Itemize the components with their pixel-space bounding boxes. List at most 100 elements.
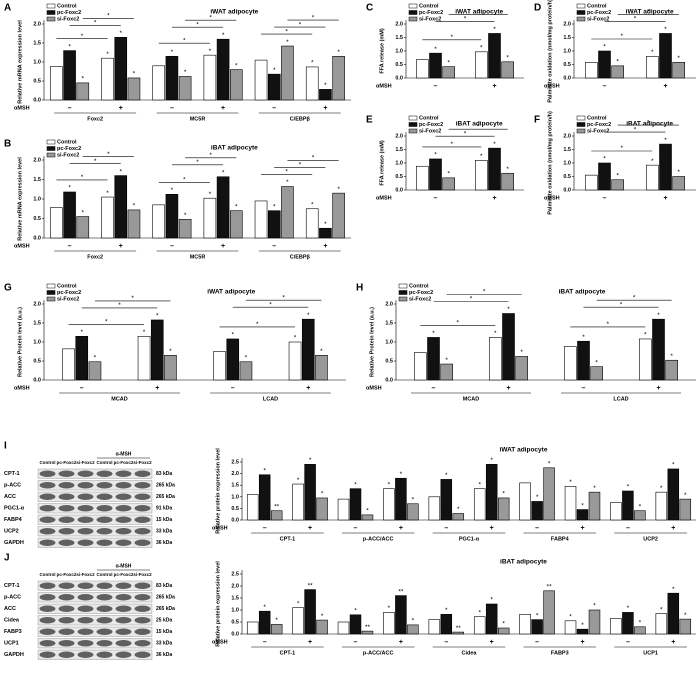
bar xyxy=(292,607,304,635)
x-tick-label: + xyxy=(306,385,310,392)
legend-swatch xyxy=(46,290,56,295)
lane-label: Control xyxy=(40,572,56,577)
lane-label: pc-Foxc2 xyxy=(57,572,77,577)
blot-band xyxy=(58,594,75,601)
blot-band xyxy=(58,470,75,477)
significance: * xyxy=(684,612,687,619)
y-tick-label: 1.0 xyxy=(33,196,41,202)
bar xyxy=(442,177,456,191)
legend-label: Control xyxy=(57,3,77,9)
significance: * xyxy=(388,605,391,612)
bar xyxy=(292,483,304,521)
bar xyxy=(672,62,686,79)
blot-band xyxy=(77,493,94,500)
x-tick-label: + xyxy=(656,385,660,392)
bar xyxy=(76,82,90,101)
x-tick-label: – xyxy=(432,385,436,392)
bar xyxy=(501,61,515,79)
significance: * xyxy=(445,607,448,614)
significance: * xyxy=(639,620,642,627)
bar xyxy=(519,482,531,521)
comparison-label: * xyxy=(621,33,624,40)
significance: * xyxy=(651,158,654,165)
bar xyxy=(488,33,501,79)
bar xyxy=(361,514,374,521)
bar xyxy=(488,337,502,381)
significance: * xyxy=(184,212,187,219)
significance: * xyxy=(171,49,174,56)
significance: * xyxy=(106,190,109,197)
legend-swatch xyxy=(408,122,418,127)
bar xyxy=(267,210,281,239)
group-label: LCAD xyxy=(263,396,278,402)
blot-band xyxy=(77,605,94,612)
y-tick-label: 1.5 xyxy=(563,35,571,41)
lane-label: pc-Foxc2 xyxy=(57,460,77,465)
significance: * xyxy=(231,332,234,339)
legend-swatch xyxy=(576,122,586,127)
comparison-label: * xyxy=(607,321,610,328)
x-tick-label: – xyxy=(626,639,630,646)
significance: * xyxy=(337,49,340,56)
legend-swatch xyxy=(398,283,408,289)
bar xyxy=(672,176,686,191)
panel-letter: C xyxy=(366,3,373,14)
significance: * xyxy=(490,457,493,464)
blot-band xyxy=(115,651,132,658)
comparison-label: * xyxy=(483,289,486,296)
bar xyxy=(474,51,488,79)
comparison-label: * xyxy=(299,21,302,28)
x-tick-label: – xyxy=(170,243,174,250)
blot-band xyxy=(58,493,75,500)
blot-band xyxy=(39,594,56,601)
bar xyxy=(213,351,226,381)
y-tick-label: 2.0 xyxy=(231,583,239,589)
x-tick-label: + xyxy=(492,195,496,202)
blot-band xyxy=(39,539,56,546)
significance: * xyxy=(222,169,225,176)
y-tick-label: 2.0 xyxy=(395,21,403,27)
blot-band xyxy=(39,493,56,500)
row-label: αMSH xyxy=(212,639,228,645)
blot-protein: FABP3 xyxy=(4,629,22,635)
significance: * xyxy=(677,169,680,176)
bar xyxy=(515,356,529,381)
legend-label: si-Foxc2 xyxy=(409,296,431,302)
y-tick-label: 0.5 xyxy=(231,506,239,512)
comparison-label: * xyxy=(647,119,650,126)
bar xyxy=(337,498,350,521)
x-tick-label: + xyxy=(492,83,496,90)
y-tick-label: 2.0 xyxy=(385,301,393,307)
group-label: UCP1 xyxy=(643,650,658,656)
bar xyxy=(254,59,268,101)
blot-band xyxy=(96,628,113,635)
bar xyxy=(598,50,611,79)
legend-swatch xyxy=(576,10,586,15)
significance: * xyxy=(677,55,680,62)
blot-band xyxy=(77,640,94,647)
bar xyxy=(622,490,634,521)
y-tick-label: 1.5 xyxy=(395,147,403,153)
comparison-label: * xyxy=(105,319,108,326)
significance: * xyxy=(82,209,85,216)
significance: * xyxy=(664,137,667,144)
significance: * xyxy=(275,617,278,624)
y-tick-label: 1.0 xyxy=(231,607,239,613)
bar xyxy=(114,175,128,239)
x-tick-label: – xyxy=(263,639,267,646)
comparison-label: * xyxy=(457,320,460,327)
x-tick-label: + xyxy=(155,385,159,392)
bar xyxy=(428,619,441,635)
bar xyxy=(281,186,294,239)
blot-band xyxy=(115,482,132,489)
bar xyxy=(588,609,601,635)
blot-protein: p-ACC xyxy=(4,483,21,489)
bar xyxy=(584,62,598,79)
significance: * xyxy=(119,168,122,175)
row-label: αMSH xyxy=(366,385,382,391)
bar xyxy=(50,207,63,239)
bar xyxy=(288,341,302,381)
bar xyxy=(576,628,589,635)
group-label: C/EBPβ xyxy=(290,254,311,260)
significance: ** xyxy=(456,625,462,632)
